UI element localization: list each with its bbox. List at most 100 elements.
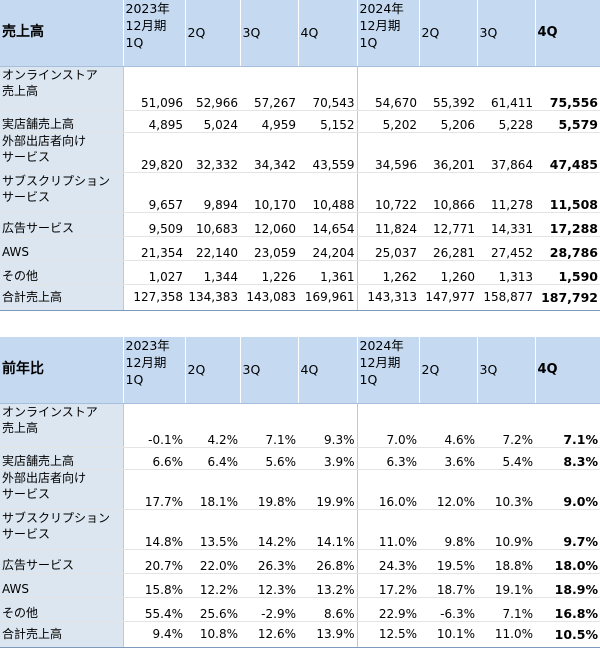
cell: 14,331 xyxy=(477,212,535,237)
cell: 10,866 xyxy=(419,172,477,213)
cell: 12.0% xyxy=(419,469,477,510)
cell: 26.3% xyxy=(240,549,298,574)
cell: 12.3% xyxy=(240,573,298,598)
yoy-header-2024-3q: 3Q xyxy=(477,337,536,404)
sales-header-2024-1q: 2024年 12月期 1Q xyxy=(357,0,420,67)
sales-header-2023-2q: 2Q xyxy=(185,0,241,67)
cell: 4.2% xyxy=(185,403,240,448)
cell: 10.9% xyxy=(477,509,535,550)
cell: 12.5% xyxy=(357,620,419,648)
cell: 54,670 xyxy=(357,66,419,111)
cell: 26.8% xyxy=(298,549,358,574)
cell: 43,559 xyxy=(298,132,358,173)
cell: 19.8% xyxy=(240,469,298,510)
cell: 10,170 xyxy=(240,172,298,213)
row-label: 実店舗売上高 xyxy=(0,110,124,133)
cell: 11,824 xyxy=(357,212,419,237)
table-row: AWS 21,354 22,140 23,059 24,204 25,037 2… xyxy=(0,236,600,261)
cell: 7.1% xyxy=(477,597,535,622)
yoy-header-2023-4q: 4Q xyxy=(298,337,358,404)
cell: 25.6% xyxy=(185,597,240,622)
cell: 14.2% xyxy=(240,509,298,550)
cell: 9.0% xyxy=(535,469,600,510)
cell: 11,278 xyxy=(477,172,535,213)
row-label: 合計売上高 xyxy=(0,620,124,648)
cell: 14.8% xyxy=(123,509,185,550)
cell: 15.8% xyxy=(123,573,185,598)
cell: 17.7% xyxy=(123,469,185,510)
cell: 10,683 xyxy=(185,212,240,237)
cell: 11.0% xyxy=(357,509,419,550)
cell: 143,313 xyxy=(357,283,419,311)
cell: 8.3% xyxy=(535,447,600,470)
cell: 13.2% xyxy=(298,573,358,598)
cell: 1,313 xyxy=(477,260,535,285)
sales-header-2024-2q: 2Q xyxy=(419,0,478,67)
cell: 5,024 xyxy=(185,110,240,133)
cell: 1,590 xyxy=(535,260,600,285)
cell: 55,392 xyxy=(419,66,477,111)
cell: 29,820 xyxy=(123,132,185,173)
cell: 34,596 xyxy=(357,132,419,173)
cell: 10.5% xyxy=(535,620,600,648)
row-label: 実店舗売上高 xyxy=(0,447,124,470)
cell: 1,260 xyxy=(419,260,477,285)
cell: 52,966 xyxy=(185,66,240,111)
cell: 19.9% xyxy=(298,469,358,510)
sales-header-row: 売上高 2023年 12月期 1Q 2Q 3Q 4Q 2024年 12月期 1Q… xyxy=(0,0,600,67)
cell: 18.0% xyxy=(535,549,600,574)
table-row: 外部出店者向け サービス 29,820 32,332 34,342 43,559 … xyxy=(0,132,600,173)
cell: 10,722 xyxy=(357,172,419,213)
cell: 9,894 xyxy=(185,172,240,213)
cell: 5,206 xyxy=(419,110,477,133)
table-row: AWS 15.8% 12.2% 12.3% 13.2% 17.2% 18.7% … xyxy=(0,573,600,598)
cell: 9,509 xyxy=(123,212,185,237)
cell: 22.0% xyxy=(185,549,240,574)
cell: 3.6% xyxy=(419,447,477,470)
cell: 12,771 xyxy=(419,212,477,237)
row-label: サブスクリプション サービス xyxy=(0,509,124,550)
cell: 11,508 xyxy=(535,172,600,213)
cell: 5,202 xyxy=(357,110,419,133)
cell: 13.9% xyxy=(298,620,358,648)
cell: 11.0% xyxy=(477,620,535,648)
cell: 21,354 xyxy=(123,236,185,261)
table-row: その他 1,027 1,344 1,226 1,361 1,262 1,260 … xyxy=(0,260,600,285)
cell: 22,140 xyxy=(185,236,240,261)
cell: 22.9% xyxy=(357,597,419,622)
cell: 9,657 xyxy=(123,172,185,213)
cell: 1,262 xyxy=(357,260,419,285)
table-row: その他 55.4% 25.6% -2.9% 8.6% 22.9% -6.3% 7… xyxy=(0,597,600,622)
cell: 34,342 xyxy=(240,132,298,173)
cell: 4,895 xyxy=(123,110,185,133)
cell: 4.6% xyxy=(419,403,477,448)
yoy-header-2023-3q: 3Q xyxy=(240,337,299,404)
yoy-header-2023-2q: 2Q xyxy=(185,337,241,404)
cell: 10.1% xyxy=(419,620,477,648)
row-label: オンラインストア 売上高 xyxy=(0,403,124,448)
cell: 1,226 xyxy=(240,260,298,285)
yoy-table-title: 前年比 xyxy=(0,337,124,404)
total-row: 合計売上高 127,358 134,383 143,083 169,961 14… xyxy=(0,283,600,311)
cell: 18.8% xyxy=(477,549,535,574)
cell: 7.0% xyxy=(357,403,419,448)
cell: 28,786 xyxy=(535,236,600,261)
cell: 12.6% xyxy=(240,620,298,648)
row-label: その他 xyxy=(0,597,124,622)
cell: 9.3% xyxy=(298,403,358,448)
sales-header-2024-4q: 4Q xyxy=(535,0,600,67)
cell: 127,358 xyxy=(123,283,185,311)
cell: -2.9% xyxy=(240,597,298,622)
cell: 134,383 xyxy=(185,283,240,311)
cell: 24.3% xyxy=(357,549,419,574)
row-label: サブスクリプション サービス xyxy=(0,172,124,213)
cell: 26,281 xyxy=(419,236,477,261)
cell: 9.7% xyxy=(535,509,600,550)
sales-header-2023-4q: 4Q xyxy=(298,0,358,67)
cell: 14.1% xyxy=(298,509,358,550)
cell: 5.6% xyxy=(240,447,298,470)
yoy-header-2024-1q: 2024年 12月期 1Q xyxy=(357,337,420,404)
cell: 55.4% xyxy=(123,597,185,622)
cell: 14,654 xyxy=(298,212,358,237)
row-label: 外部出店者向け サービス xyxy=(0,132,124,173)
